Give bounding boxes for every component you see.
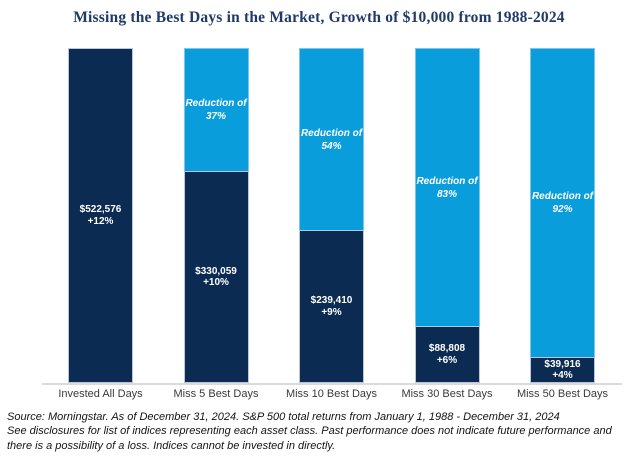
value-segment: $330,059 +10% [183,171,249,383]
bar-dollar-value: $39,916 [544,358,581,370]
reduction-label-line2: 92% [552,204,573,215]
bar-column-4: Reduction of 83% $88,808 +6% [414,48,480,383]
reduction-label-line1: Reduction of [416,175,478,187]
value-segment: $522,576 +12% [68,48,133,383]
bar-return-value: +12% [87,215,114,227]
footnote-line-1: Source: Morningstar. As of December 31, … [7,411,560,423]
reduction-segment: Reduction of 37% [183,48,249,171]
bar-column-1: $522,576 +12% [68,48,133,383]
bar-return-value: +4% [552,370,573,381]
bar-dollar-value: $88,808 [428,343,466,354]
bar-value-label: $39,916 +4% [544,359,580,382]
bar-value-label: $330,059 +10% [195,266,237,289]
reduction-label-line1: Reduction of [185,98,247,109]
reduction-segment: Reduction of 92% [530,48,595,357]
reduction-label-line1: Reduction of [300,127,363,139]
bar-value-label: $522,576 +12% [80,204,122,227]
bar-dollar-value: $522,576 [79,204,122,215]
reduction-label: Reduction of 83% [416,175,477,201]
reduction-label: Reduction of 54% [301,127,362,153]
reduction-label-line1: Reduction of [531,191,594,202]
source-footnote: Source: Morningstar. As of December 31, … [7,410,635,453]
reduction-label-line2: 37% [205,111,226,122]
bar-dollar-value: $330,059 [195,265,237,277]
bar-column-3: Reduction of 54% $239,410 +9% [299,48,364,383]
reduction-segment: Reduction of 83% [414,48,480,326]
footnote-line-3: there is a possibility of a loss. Indice… [7,439,336,452]
x-axis-label-3: Miss 10 Best Days [285,388,378,400]
x-axis-label-5: Miss 50 Best Days [516,388,609,400]
bar-dollar-value: $239,410 [310,295,353,306]
value-segment: $239,410 +9% [299,230,364,383]
reduction-label-line2: 54% [321,140,342,152]
footnote-line-2: See disclosures for list of indices repr… [7,425,612,438]
bar-value-label: $88,808 +6% [429,343,465,366]
x-axis-label-1: Invested All Days [58,388,143,400]
value-segment: $39,916 +4% [530,357,595,383]
reduction-label: Reduction of 37% [185,97,246,123]
bar-value-label: $239,410 +9% [311,295,353,318]
bar-chart: $522,576 +12% Reduction of 37% $330,059 +10% R… [0,48,638,383]
bar-return-value: +10% [203,277,229,288]
reduction-segment: Reduction of 54% [299,48,364,230]
bar-return-value: +9% [321,306,342,318]
x-axis-label-2: Miss 5 Best Days [173,388,259,400]
x-axis-labels: Invested All Days Miss 5 Best Days Miss 10… [0,388,638,404]
reduction-label-line2: 83% [436,188,457,200]
value-segment: $88,808 +6% [414,326,480,383]
bar-column-2: Reduction of 37% $330,059 +10% [183,48,249,383]
bar-column-5: Reduction of 92% $39,916 +4% [530,48,595,383]
bar-return-value: +6% [436,354,458,366]
chart-title: Missing the Best Days in the Market, Gro… [73,9,565,26]
x-axis-label-4: Miss 30 Best Days [401,388,493,400]
x-axis-line [42,383,622,385]
reduction-label: Reduction of 92% [532,190,593,216]
